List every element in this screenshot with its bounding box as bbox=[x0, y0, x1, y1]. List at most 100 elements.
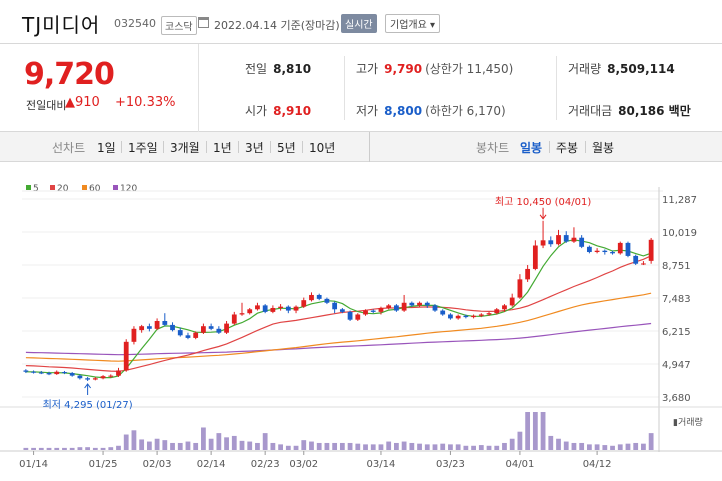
candle-body bbox=[116, 370, 121, 376]
volume-bar bbox=[417, 443, 422, 450]
company-overview-dropdown[interactable]: 기업개요 ▾ bbox=[385, 14, 440, 33]
y-tick-label: 11,287 bbox=[662, 195, 697, 206]
candle-body bbox=[146, 326, 152, 329]
volume-bar bbox=[563, 441, 569, 450]
candle-body bbox=[463, 315, 469, 318]
candle-body bbox=[247, 309, 253, 314]
volume-bar bbox=[100, 447, 106, 450]
candle-body bbox=[641, 263, 646, 265]
candle-body bbox=[324, 298, 330, 303]
y-tick-label: 3,680 bbox=[662, 393, 691, 404]
volume-bar bbox=[394, 442, 399, 450]
candle-body bbox=[231, 314, 237, 324]
volume-bar bbox=[278, 444, 283, 450]
candle-body bbox=[23, 370, 29, 372]
y-tick-label: 8,751 bbox=[662, 261, 691, 272]
volume-bar bbox=[193, 442, 199, 450]
stat-separator bbox=[556, 56, 557, 120]
volume-bar bbox=[208, 438, 214, 450]
tab-line-chart[interactable]: 선차트 bbox=[52, 141, 86, 155]
stat-prev-close: 전일 8,810 bbox=[245, 62, 312, 76]
x-tick-label: 01/14 bbox=[19, 459, 48, 470]
tab-weekly[interactable]: 주봉 bbox=[556, 141, 579, 155]
tab-1week[interactable]: 1주일 bbox=[128, 141, 158, 155]
tab-daily[interactable]: 일봉 bbox=[520, 141, 543, 155]
candle-body bbox=[139, 326, 145, 331]
chart-tabs: 선차트 1일 1주일 3개월 1년 3년 5년 10년 봉차트 일봉 주봉 월봉 bbox=[0, 132, 722, 162]
candle-body bbox=[301, 300, 307, 307]
volume-bar bbox=[517, 431, 523, 450]
candle-body bbox=[123, 341, 129, 371]
candle-body bbox=[285, 306, 291, 311]
candle-body bbox=[31, 371, 36, 373]
candle-body bbox=[363, 310, 368, 315]
volume-bar bbox=[309, 441, 314, 450]
change-amount: ▲910 bbox=[65, 95, 100, 110]
volume-bar bbox=[502, 442, 507, 450]
volume-bar bbox=[146, 441, 152, 450]
volume-bar bbox=[69, 447, 75, 450]
volume-bar bbox=[23, 447, 29, 450]
tab-monthly[interactable]: 월봉 bbox=[592, 141, 615, 155]
volume-bar bbox=[610, 445, 615, 450]
stock-header: TJ미디어 032540 코스닥 2022.04.14 기준(장마감) 실시간 … bbox=[0, 0, 722, 44]
candle-body bbox=[46, 373, 52, 375]
volume-bar bbox=[633, 442, 639, 450]
candle-body bbox=[339, 309, 345, 312]
tab-10year[interactable]: 10년 bbox=[309, 141, 336, 155]
volume-bar bbox=[285, 445, 291, 450]
volume-bar bbox=[154, 438, 160, 450]
stat-volume: 거래량 8,509,114 bbox=[568, 62, 675, 76]
market-badge: 코스닥 bbox=[161, 16, 197, 35]
volume-bar bbox=[239, 440, 245, 450]
volume-bar bbox=[625, 443, 631, 450]
tab-3year[interactable]: 3년 bbox=[245, 141, 264, 155]
current-price: 9,720 bbox=[24, 57, 115, 92]
volume-bar bbox=[617, 444, 623, 450]
candle-body bbox=[563, 235, 569, 242]
stat-high: 고가 9,790 (상한가 11,450) bbox=[356, 62, 514, 76]
candle-body bbox=[177, 330, 183, 336]
legend-ma20: 20 bbox=[50, 184, 68, 194]
candle-body bbox=[401, 302, 407, 311]
stat-open: 시가 8,910 bbox=[245, 104, 312, 118]
tab-1day[interactable]: 1일 bbox=[97, 141, 116, 155]
volume-bar bbox=[77, 447, 83, 450]
candle-body bbox=[370, 310, 376, 312]
volume-bar bbox=[54, 447, 60, 450]
tab-5year[interactable]: 5년 bbox=[277, 141, 296, 155]
candle-body bbox=[478, 314, 484, 316]
volume-bar bbox=[62, 447, 67, 450]
volume-bar bbox=[316, 442, 322, 450]
candle-body bbox=[602, 250, 608, 253]
volume-bar bbox=[216, 433, 222, 450]
stat-amount: 거래대금 80,186 백만 bbox=[568, 104, 691, 118]
volume-bar bbox=[185, 441, 191, 450]
volume-bar bbox=[525, 412, 531, 450]
volume-bar bbox=[440, 443, 446, 450]
x-tick-label: 02/14 bbox=[197, 459, 226, 470]
candle-body bbox=[625, 242, 631, 256]
ma60-line bbox=[25, 292, 652, 362]
candle-body bbox=[162, 320, 168, 325]
candle-body bbox=[85, 378, 91, 380]
tab-3month[interactable]: 3개월 bbox=[170, 141, 200, 155]
volume-bar bbox=[409, 442, 415, 450]
stat-separator bbox=[344, 56, 345, 120]
volume-bar bbox=[455, 444, 461, 450]
candle-body bbox=[594, 250, 600, 253]
candle-body bbox=[455, 315, 461, 319]
tab-1year[interactable]: 1년 bbox=[213, 141, 232, 155]
candle-body bbox=[440, 310, 446, 315]
y-tick-label: 6,215 bbox=[662, 327, 691, 338]
volume-bar bbox=[363, 444, 368, 450]
volume-bar bbox=[162, 440, 168, 450]
candle-body bbox=[448, 314, 453, 319]
realtime-button[interactable]: 실시간 bbox=[341, 14, 377, 33]
x-tick-label: 04/01 bbox=[505, 459, 534, 470]
candle-body bbox=[586, 246, 592, 253]
tab-candle-chart[interactable]: 봉차트 bbox=[476, 141, 510, 155]
candle-body bbox=[355, 314, 361, 320]
tab-separator bbox=[549, 141, 550, 153]
volume-bar bbox=[648, 433, 654, 450]
